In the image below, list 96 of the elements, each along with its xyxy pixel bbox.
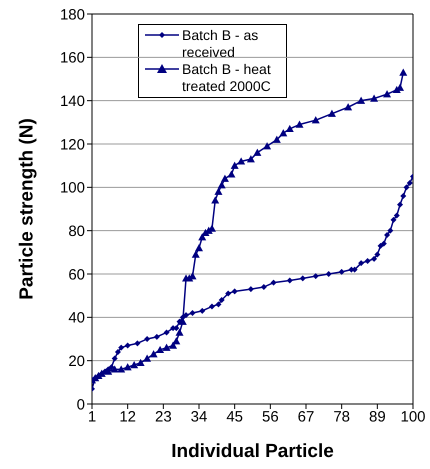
y-tick-label: 160 — [60, 50, 85, 67]
point — [211, 196, 220, 204]
point — [114, 349, 121, 355]
point — [390, 216, 397, 223]
x-tick-label: 67 — [298, 408, 314, 426]
x-tick-label: 89 — [368, 408, 386, 426]
point — [328, 110, 336, 117]
x-tick-label: 56 — [262, 408, 279, 426]
point — [110, 365, 119, 373]
y-tick-label: 180 — [60, 6, 85, 24]
point — [253, 148, 262, 156]
point — [357, 96, 366, 104]
y-axis-title: Particle strength (N) — [16, 118, 38, 300]
point — [374, 252, 380, 258]
x-tick-label: 12 — [119, 408, 136, 426]
y-tick-label: 140 — [60, 92, 85, 110]
point — [134, 340, 140, 346]
point — [117, 365, 126, 373]
point — [218, 181, 226, 188]
point — [286, 124, 294, 132]
point — [218, 297, 225, 303]
point — [380, 240, 387, 247]
x-tick-label: 34 — [190, 408, 208, 426]
x-tick-label: 78 — [333, 408, 350, 426]
point — [130, 361, 138, 368]
y-tick-label: 0 — [76, 396, 85, 414]
point — [279, 129, 288, 136]
point — [400, 193, 406, 199]
point — [399, 68, 408, 76]
point — [215, 301, 222, 308]
point — [312, 273, 319, 280]
point — [143, 354, 152, 362]
point — [232, 288, 238, 294]
point — [227, 170, 236, 178]
point — [371, 256, 378, 262]
point — [300, 275, 306, 282]
point — [208, 304, 215, 310]
point — [230, 162, 239, 169]
y-tick-label: 80 — [68, 222, 85, 240]
point — [286, 278, 293, 284]
point — [378, 242, 384, 249]
point — [214, 188, 222, 195]
point — [263, 142, 272, 150]
point — [383, 90, 392, 98]
x-tick-label: 100 — [400, 408, 426, 426]
point — [198, 233, 206, 240]
point — [246, 155, 255, 162]
point — [260, 284, 267, 290]
point — [384, 232, 390, 238]
point — [225, 290, 232, 296]
point — [358, 260, 364, 266]
point — [370, 94, 378, 102]
point — [108, 364, 114, 370]
y-tick-label: 20 — [68, 352, 85, 370]
legend-label: Batch B - as received — [182, 27, 260, 61]
point — [195, 244, 203, 252]
point — [112, 356, 118, 362]
point — [326, 271, 332, 277]
y-tick-label: 60 — [68, 266, 85, 284]
point — [154, 334, 160, 340]
point — [118, 344, 124, 351]
point — [237, 157, 246, 165]
point — [312, 116, 320, 124]
x-tick-label: 23 — [154, 408, 172, 426]
point — [404, 184, 410, 190]
point — [124, 342, 131, 348]
point — [338, 268, 345, 275]
y-tick-label: 40 — [68, 310, 85, 327]
point — [270, 280, 277, 286]
point — [248, 286, 254, 292]
point — [136, 358, 145, 366]
point — [192, 250, 200, 258]
point — [156, 346, 164, 354]
point — [199, 308, 206, 314]
point — [220, 174, 229, 182]
legend-label: Batch B - heat treated 2000C — [182, 61, 272, 95]
point — [397, 202, 404, 208]
point — [272, 136, 281, 143]
x-tick-label: 45 — [226, 408, 244, 426]
point — [150, 350, 158, 358]
y-tick-label: 120 — [60, 136, 85, 154]
point — [344, 103, 352, 110]
x-axis-title: Individual Particle — [171, 441, 334, 462]
point — [190, 310, 196, 316]
point — [296, 120, 304, 128]
point — [406, 180, 413, 186]
point — [387, 228, 394, 234]
point — [124, 363, 132, 370]
point — [394, 212, 400, 218]
point — [176, 328, 184, 336]
point — [162, 344, 171, 351]
x-tick-label: 1 — [88, 408, 96, 426]
point — [164, 330, 170, 336]
point — [144, 336, 150, 342]
y-tick-label: 100 — [60, 180, 85, 197]
point — [364, 258, 371, 264]
